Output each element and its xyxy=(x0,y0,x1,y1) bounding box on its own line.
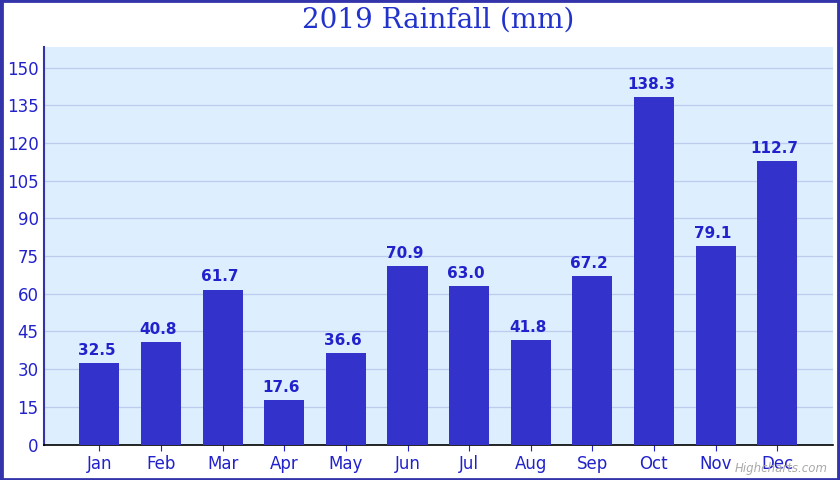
Text: 63.0: 63.0 xyxy=(447,266,485,281)
Text: 112.7: 112.7 xyxy=(750,141,798,156)
Text: 40.8: 40.8 xyxy=(139,322,176,337)
Text: Highcharts.com: Highcharts.com xyxy=(734,462,827,475)
Bar xyxy=(572,276,612,444)
Title: 2019 Rainfall (mm): 2019 Rainfall (mm) xyxy=(302,7,575,34)
Bar xyxy=(265,400,304,444)
Text: 79.1: 79.1 xyxy=(694,226,731,241)
Bar xyxy=(634,97,674,444)
Text: 61.7: 61.7 xyxy=(201,269,239,285)
Bar xyxy=(511,339,551,444)
Bar xyxy=(387,266,428,444)
Text: 138.3: 138.3 xyxy=(627,77,675,92)
Bar xyxy=(141,342,181,444)
Text: 70.9: 70.9 xyxy=(386,246,423,261)
Bar xyxy=(449,286,489,444)
Text: 36.6: 36.6 xyxy=(324,333,362,348)
Bar xyxy=(326,353,366,444)
Text: 32.5: 32.5 xyxy=(77,343,115,358)
Bar xyxy=(202,289,243,444)
Bar xyxy=(80,363,119,444)
Text: 67.2: 67.2 xyxy=(570,256,608,271)
Text: 41.8: 41.8 xyxy=(509,320,546,335)
Bar xyxy=(757,161,797,444)
Text: 17.6: 17.6 xyxy=(262,380,300,396)
Bar xyxy=(696,246,736,444)
